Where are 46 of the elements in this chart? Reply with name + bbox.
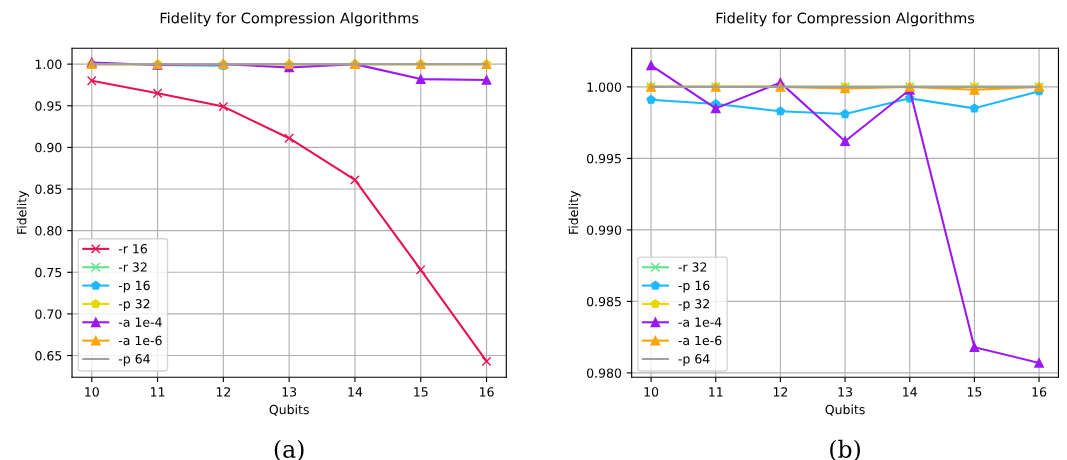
legend-label: -a 1e-6 [118,335,162,346]
legend-label: -r 16 [118,243,148,254]
x-tick-label: 11 [709,387,723,397]
y-axis-title: Fidelity [568,190,581,234]
x-tick-label: 13 [282,387,297,397]
legend-label: -a 1e-4 [118,317,162,327]
x-tick-label: 15 [967,387,982,397]
y-axis-title: Fidelity [16,190,29,234]
x-tick-label: 13 [838,387,853,397]
legend-label: -p 64 [678,354,710,366]
y-tick-label: 0.980 [586,368,622,378]
y-tick-label: 0.80 [35,226,62,236]
chart-title: Fidelity for Compression Algorithms [160,12,419,27]
legend-label: -r 32 [118,262,147,272]
legend-label: -a 1e-6 [678,335,722,346]
legend-label: -p 32 [678,299,709,311]
y-tick-label: 0.95 [35,101,62,111]
y-tick-label: 0.990 [586,225,622,235]
x-axis-title: Qubits [269,404,309,416]
legend-label: -a 1e-4 [678,317,722,327]
x-tick-label: 14 [348,387,363,397]
y-tick-label: 1.00 [35,59,62,70]
x-tick-label: 11 [150,387,165,397]
y-tick-label: 0.985 [586,296,621,307]
x-tick-label: 14 [903,387,917,397]
y-tick-label: 0.85 [35,184,62,194]
y-tick-label: 0.70 [35,309,62,319]
legend-label: -p 64 [118,354,150,366]
y-tick-label: 0.75 [35,267,62,278]
legend-label: -r 32 [678,262,707,272]
x-tick-label: 15 [414,387,428,397]
x-tick-label: 12 [773,387,788,397]
legend-label: -p 16 [118,280,150,293]
legend-label: -p 16 [678,280,710,293]
y-tick-label: 0.995 [586,153,621,164]
x-axis-title: Qubits [825,404,865,416]
y-tick-label: 0.65 [35,351,62,361]
legend-label: -p 32 [118,299,150,311]
y-tick-label: 0.90 [35,142,62,153]
x-tick-label: 16 [1032,387,1047,397]
y-tick-label: 1.000 [587,82,622,92]
x-tick-label: 12 [216,387,231,397]
x-tick-label: 10 [644,387,659,397]
x-tick-label: 10 [85,387,99,397]
x-tick-label: 16 [479,387,494,397]
chart-title: Fidelity for Compression Algorithms [716,12,975,27]
